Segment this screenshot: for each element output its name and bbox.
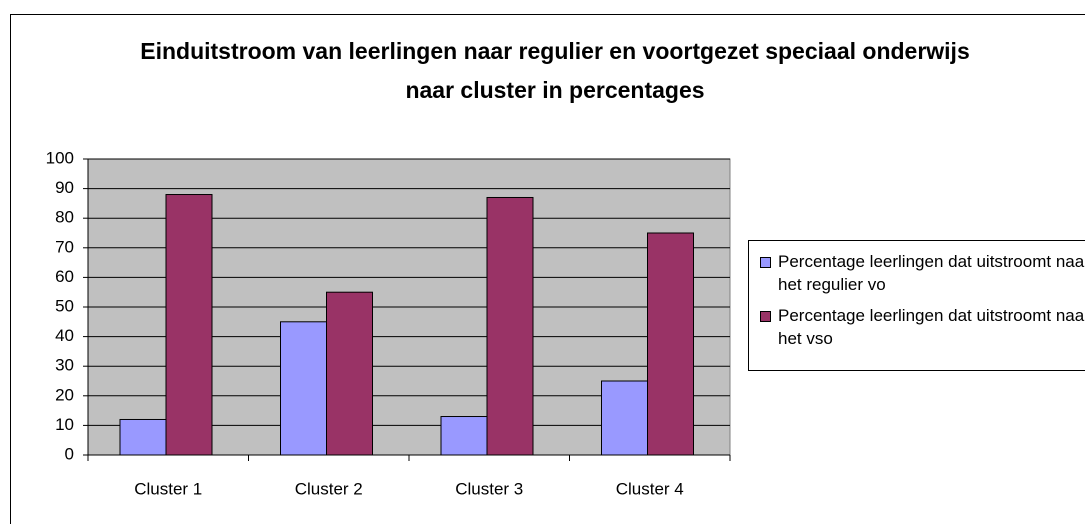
legend-item: Percentage leerlingen dat uitstroomt naa… (749, 250, 1085, 296)
bar (326, 291, 373, 456)
bar (280, 321, 327, 456)
legend-swatch (760, 311, 771, 322)
bar (601, 380, 648, 456)
x-tick-label: Cluster 2 (295, 479, 363, 498)
y-tick-label: 90 (55, 178, 74, 197)
legend-label: Percentage leerlingen dat uitstroomt naa… (778, 306, 1085, 348)
bar (486, 196, 534, 456)
y-tick-label: 30 (55, 356, 74, 375)
legend-item: Percentage leerlingen dat uitstroomt naa… (749, 304, 1085, 350)
y-tick-label: 70 (55, 237, 74, 256)
legend-label: Percentage leerlingen dat uitstroomt naa… (778, 252, 1085, 294)
x-tick-label: Cluster 4 (616, 479, 684, 498)
y-tick-label: 0 (65, 444, 74, 463)
bar (440, 416, 488, 456)
legend-swatch (760, 257, 771, 268)
y-tick-label: 80 (55, 208, 74, 227)
y-tick-label: 100 (46, 148, 74, 167)
chart-title: Einduitstroom van leerlingen naar reguli… (140, 38, 970, 103)
y-tick-label: 20 (55, 385, 74, 404)
bar (647, 232, 694, 456)
y-tick-label: 60 (55, 267, 74, 286)
bar (119, 418, 167, 456)
x-tick-label: Cluster 3 (455, 479, 523, 498)
bar (165, 194, 213, 456)
legend: Percentage leerlingen dat uitstroomt naa… (748, 240, 1085, 371)
y-tick-label: 50 (55, 296, 74, 315)
y-tick-label: 40 (55, 326, 74, 345)
y-tick-label: 10 (55, 415, 74, 434)
x-tick-label: Cluster 1 (134, 479, 202, 498)
